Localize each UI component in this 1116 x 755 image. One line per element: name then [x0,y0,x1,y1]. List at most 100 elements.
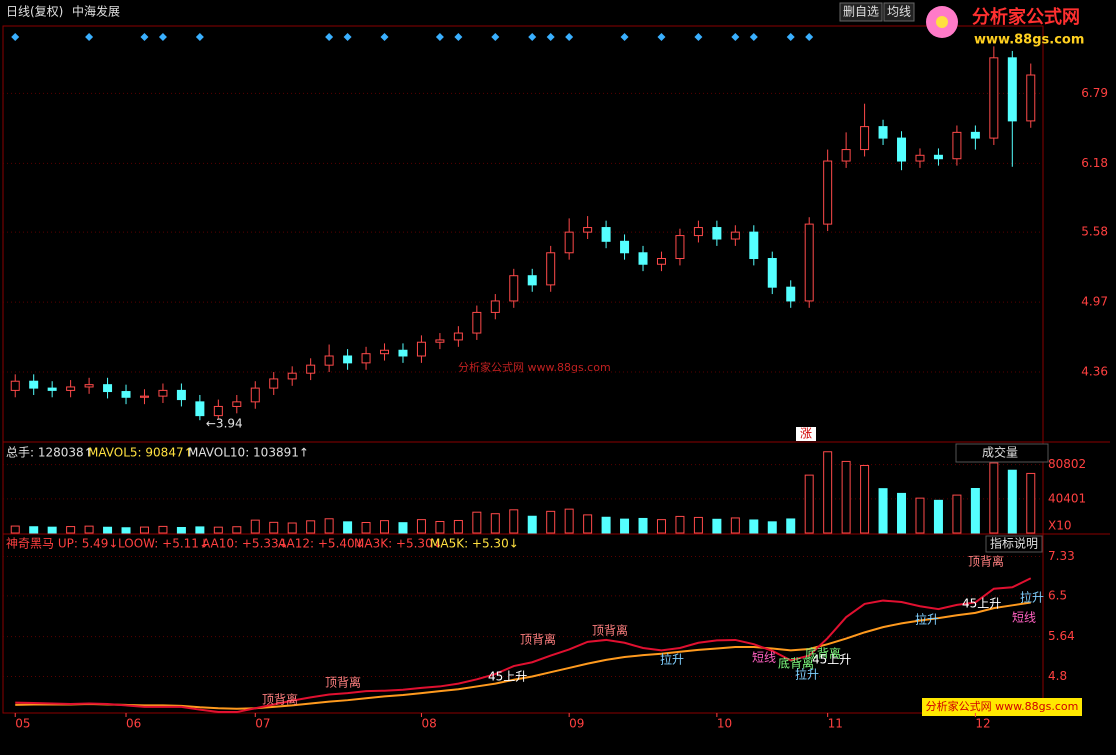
candle-body [933,154,943,160]
y-tick-label: 6.79 [1081,86,1108,100]
annotation: 短线 [1012,611,1036,625]
help-button[interactable] [985,535,1043,553]
candle-body [195,401,205,417]
candle-body [380,349,390,355]
candle-body [250,387,260,403]
volume-bar [952,494,962,534]
signal-diamond [435,33,444,41]
volume-bar [749,519,759,534]
volume-unit: X10 [1048,519,1072,533]
volume-bar [878,488,888,534]
annotation: 顶背离 [592,623,628,638]
volume-bar [1026,472,1036,534]
annotation: 拉升 [660,652,684,667]
indicator-legend: AA12: +5.40↓ [278,537,365,551]
volume-bar [564,508,574,534]
volume-bar [804,474,814,534]
x-tick-label: 05 [15,717,30,731]
volume-bar [693,516,703,534]
volume-bar [306,520,316,534]
candle-body [620,240,630,254]
fav-button[interactable] [839,2,883,22]
period-label: 日线(复权) [6,5,63,19]
signal-diamond [657,33,666,41]
annotation: 拉升 [915,612,939,627]
volume-bar [66,526,76,534]
y-tick-label: 4.36 [1081,365,1108,379]
candle-body [786,286,796,302]
volume-bar [712,518,722,534]
ma-button-text[interactable]: 均线 [887,5,911,19]
ma-button[interactable] [883,2,915,22]
candle-body [601,227,611,242]
annotation: 顶背离 [968,554,1004,569]
signal-diamond [454,33,463,41]
indicator-legend: 神奇黑马 UP: 5.49↓ [6,537,118,551]
annotation: 顶背离 [262,692,298,707]
volume-bar [546,510,556,534]
candle-body [416,341,426,357]
signal-diamond [491,33,500,41]
x-tick-label: 09 [569,717,584,731]
signal-diamond [620,33,629,41]
candle-body [66,386,76,391]
y-tick-label: 80802 [1048,457,1086,471]
indicator-legend: LOOW: +5.11↓ [118,537,209,551]
indicator-legend: MA3K: +5.30↓ [354,537,443,551]
y-tick-label: 5.58 [1081,225,1108,239]
volume-bar [897,492,907,534]
volume-bar [620,518,630,534]
signal-diamond [195,33,204,41]
signal-diamond [528,33,537,41]
candle-body [656,258,666,265]
volume-bar [176,527,186,534]
y-tick-label: 6.18 [1081,156,1108,170]
candle-body [767,258,777,288]
signal-diamond [380,33,389,41]
volume-bar [583,514,593,534]
candle-body [453,332,463,341]
candle-body [84,384,94,388]
volume-bar [250,519,260,534]
help-button-text[interactable]: 指标说明 [990,536,1038,551]
signal-diamond [325,33,334,41]
candle-body [213,405,223,417]
volume-bar [509,509,519,534]
signal-diamond [343,33,352,41]
candle-body [361,353,371,364]
volume-bar [915,497,925,534]
volume-selector[interactable] [955,443,1049,463]
fav-button-text[interactable]: 删自选 [843,5,879,19]
candle-body [564,231,574,254]
candle-body [472,311,482,334]
signal-diamond [158,33,167,41]
volume-bar [860,464,870,534]
volume-bar [490,513,500,534]
volume-bar [730,517,740,534]
y-tick-label: 4.97 [1081,295,1108,309]
volume-bar [380,520,390,534]
volume-bar [324,518,334,534]
x-tick-label: 11 [828,717,843,731]
volume-selector-text[interactable]: 成交量 [982,445,1018,460]
x-tick-label: 08 [421,717,436,731]
candle-body [841,149,851,162]
volume-bar [656,519,666,534]
volume-bar [1007,469,1017,534]
volume-bar [84,525,94,534]
volume-bar [472,511,482,534]
candle-body [139,395,149,398]
candle-body [693,227,703,237]
volume-bar [103,526,113,534]
volume-bar [213,526,223,534]
volume-bar [933,499,943,534]
indicator-line [15,601,1031,710]
candle-body [121,391,131,398]
volume-bar [158,525,168,534]
candle-body [398,349,408,357]
signal-diamond [694,33,703,41]
logo-flower-center [936,16,948,28]
annotation: 45上升 [488,670,527,684]
annotation: 45上升 [812,653,851,667]
